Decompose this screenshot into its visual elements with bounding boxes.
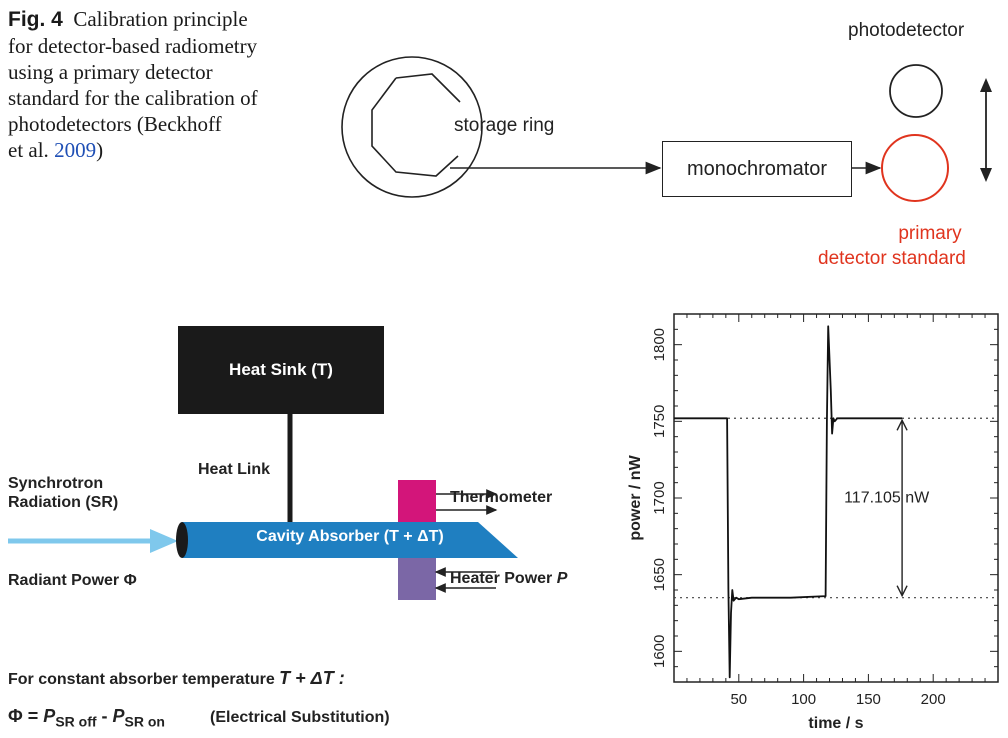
cavity-absorber-shape xyxy=(182,522,518,558)
primary-standard-circle xyxy=(881,134,949,202)
difference-arrowhead-bottom xyxy=(896,585,908,598)
difference-annotation: 117.105 nW xyxy=(844,490,930,507)
x-tick-label: 150 xyxy=(856,691,881,708)
heater-block xyxy=(398,558,436,600)
thermometer-label: Thermometer xyxy=(450,489,553,506)
calibration-scheme-diagram xyxy=(341,56,992,202)
caption-line-5: photodetectors (Beckhoff xyxy=(8,112,222,136)
swap-double-arrow xyxy=(980,78,992,182)
constant-temp-label: For constant absorber temperature xyxy=(8,671,280,688)
figure-label: Fig. 4 xyxy=(8,8,63,31)
formula-minus: - xyxy=(96,706,113,726)
caption-line-3: using a primary detector xyxy=(8,60,213,84)
formula-note: (Electrical Substitution) xyxy=(210,709,390,726)
storage-ring-path xyxy=(371,73,461,177)
thermometer-block xyxy=(398,480,436,525)
caption-line-1: Calibration principle xyxy=(73,7,248,31)
series-line-power xyxy=(674,325,903,679)
plot-frame xyxy=(673,313,999,683)
formula-p-on: P xyxy=(112,706,125,726)
y-tick-label: 1650 xyxy=(651,558,668,591)
heat-link-label: Heat Link xyxy=(198,461,271,478)
x-axis-label: time / s xyxy=(808,715,863,732)
constant-temp-symbol: T + ΔT : xyxy=(279,668,345,688)
heat-sink-label: Heat Sink (T) xyxy=(229,360,333,379)
photodetector-label: photodetector xyxy=(848,20,965,41)
formula-p-off: P xyxy=(43,706,56,726)
x-tick-label: 200 xyxy=(921,691,946,708)
radiant-power-label: Radiant Power Φ xyxy=(8,572,137,589)
storage-ring-circle xyxy=(341,56,483,198)
figure-caption: Fig. 4 Calibration principle for detecto… xyxy=(8,6,328,163)
power-time-chart: 50 100 150 200 1600 1650 1700 1750 1800 time / s p… xyxy=(627,313,999,732)
photodetector-circle xyxy=(889,64,943,118)
radiation-label: Radiation (SR) xyxy=(8,494,119,511)
y-tick-label: 1800 xyxy=(651,328,668,361)
heat-sink-box: Heat Sink (T) xyxy=(178,326,384,414)
formula-p-off-sub: SR off xyxy=(55,713,97,730)
heater-power-symbol: P xyxy=(556,570,568,587)
synchrotron-label: Synchrotron xyxy=(8,475,104,492)
caption-line-6: et al. xyxy=(8,138,55,162)
absorber-diagram xyxy=(8,414,518,600)
x-tick-label: 100 xyxy=(791,691,816,708)
storage-ring-label: storage ring xyxy=(454,115,555,136)
constant-temperature-text: For constant absorber temperature T + ΔT… xyxy=(8,668,345,689)
y-tick-label: 1600 xyxy=(651,635,668,668)
cavity-absorber-label: Cavity Absorber (T + ΔT) xyxy=(256,528,444,545)
y-tick-label: 1750 xyxy=(651,405,668,438)
heater-power-label: Heater Power P xyxy=(450,570,567,588)
monochromator-box: monochromator xyxy=(662,141,852,197)
monochromator-label: monochromator xyxy=(686,157,828,180)
sr-beam-arrowhead xyxy=(150,529,178,553)
caption-line-4: standard for the calibration of xyxy=(8,86,258,110)
primary-label: primary xyxy=(898,223,962,244)
heater-power-text: Heater Power xyxy=(450,570,557,587)
x-tick-label: 50 xyxy=(730,691,747,708)
difference-arrowhead-top xyxy=(896,418,908,431)
detector-standard-label: detector standard xyxy=(818,248,966,269)
y-axis-label: power / nW xyxy=(627,454,644,540)
formula-p-on-sub: SR on xyxy=(124,713,165,730)
y-tick-label: 1700 xyxy=(651,481,668,514)
reference-link[interactable]: 2009 xyxy=(54,138,97,162)
substitution-formula: Φ = PSR off - PSR on (Electrical Substit… xyxy=(8,706,390,730)
cavity-opening xyxy=(176,522,188,558)
caption-line-6-end: ) xyxy=(96,138,104,162)
caption-line-2: for detector-based radiometry xyxy=(8,34,258,58)
formula-lhs: Φ = xyxy=(8,706,44,726)
